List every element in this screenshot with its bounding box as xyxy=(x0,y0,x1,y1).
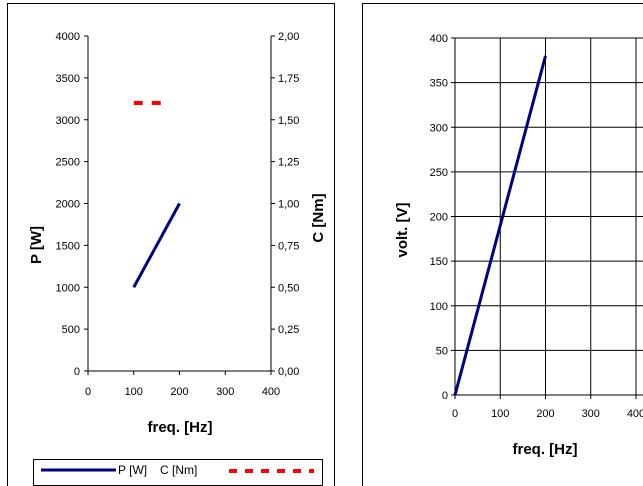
x-tick-label: 0 xyxy=(85,386,91,398)
right-y-tick-label: 1,00 xyxy=(278,199,299,211)
y-tick-label: 200 xyxy=(430,212,448,224)
x-tick-label: 400 xyxy=(627,408,643,420)
y-axis-title: volt. [V] xyxy=(394,202,411,257)
y-ticks: 0 50 100 150 200 250 300 350 400 xyxy=(430,33,455,402)
left-y-tick-label: 2500 xyxy=(56,157,80,169)
x-axis-title: freq. [Hz] xyxy=(513,441,578,458)
left-chart-frame xyxy=(7,3,335,486)
right-y-ticks: 0,00 0,25 0,50 0,75 1,00 1,25 1,50 1,75 2,00 xyxy=(271,31,299,378)
x-tick-label: 100 xyxy=(491,408,509,420)
right-y-tick-label: 0,75 xyxy=(278,240,299,252)
y-tick-label: 350 xyxy=(430,78,448,90)
series-line xyxy=(453,55,547,396)
right-y-tick-label: 0,00 xyxy=(278,366,299,378)
legend-box xyxy=(33,459,323,486)
left-y-ticks: 0 500 1000 1500 2000 2500 3000 3500 4000 xyxy=(56,31,88,378)
left-y-tick-label: 2000 xyxy=(56,199,80,211)
y-tick-label: 100 xyxy=(430,301,448,313)
left-y-tick-label: 4000 xyxy=(56,31,80,43)
series-line xyxy=(132,202,181,288)
x-tick-label: 300 xyxy=(582,408,600,420)
right-chart-frame xyxy=(362,3,643,486)
y-tick-label: 300 xyxy=(430,122,448,134)
right-y-tick-label: 1,50 xyxy=(278,115,299,127)
grid-lines xyxy=(455,37,643,395)
x-tick-label: 300 xyxy=(216,386,234,398)
y-tick-label: 150 xyxy=(430,256,448,268)
y2-axis-title: C [Nm] xyxy=(310,193,327,242)
right-y-tick-label: 1,75 xyxy=(278,73,299,85)
right-y-tick-label: 1,25 xyxy=(278,157,299,169)
left-y-tick-label: 3000 xyxy=(56,115,80,127)
y-tick-label: 250 xyxy=(430,167,448,179)
right-y-tick-label: 2,00 xyxy=(278,31,299,43)
x-tick-label: 200 xyxy=(170,386,188,398)
y-axis-title: P [W] xyxy=(28,226,45,264)
left-y-tick-label: 0 xyxy=(74,366,80,378)
right-y-tick-label: 0,25 xyxy=(278,324,299,336)
x-tick-label: 100 xyxy=(125,386,143,398)
left-y-tick-label: 1500 xyxy=(56,240,80,252)
right-y-tick-label: 0,50 xyxy=(278,282,299,294)
x-tick-label: 400 xyxy=(262,386,280,398)
x-tick-label: 0 xyxy=(452,408,458,420)
legend-label-p: P [W] xyxy=(118,463,147,477)
x-ticks: 0 100 200 300 400 xyxy=(452,395,643,420)
y-tick-label: 50 xyxy=(436,345,448,357)
left-y-tick-label: 1000 xyxy=(56,282,80,294)
series-lines xyxy=(132,101,181,288)
x-tick-label: 200 xyxy=(536,408,554,420)
series-lines xyxy=(453,55,547,396)
left-y-tick-label: 3500 xyxy=(56,73,80,85)
x-ticks: 0 100 200 300 400 xyxy=(85,371,280,398)
x-axis-title: freq. [Hz] xyxy=(148,419,213,436)
left-y-tick-label: 500 xyxy=(62,324,80,336)
y-tick-label: 400 xyxy=(430,33,448,45)
legend-label-c: C [Nm] xyxy=(160,463,197,477)
y-tick-label: 0 xyxy=(442,390,448,402)
voltage-chart: 0 50 100 150 200 250 300 350 400 0 100 200 300 400 f… xyxy=(394,33,643,458)
